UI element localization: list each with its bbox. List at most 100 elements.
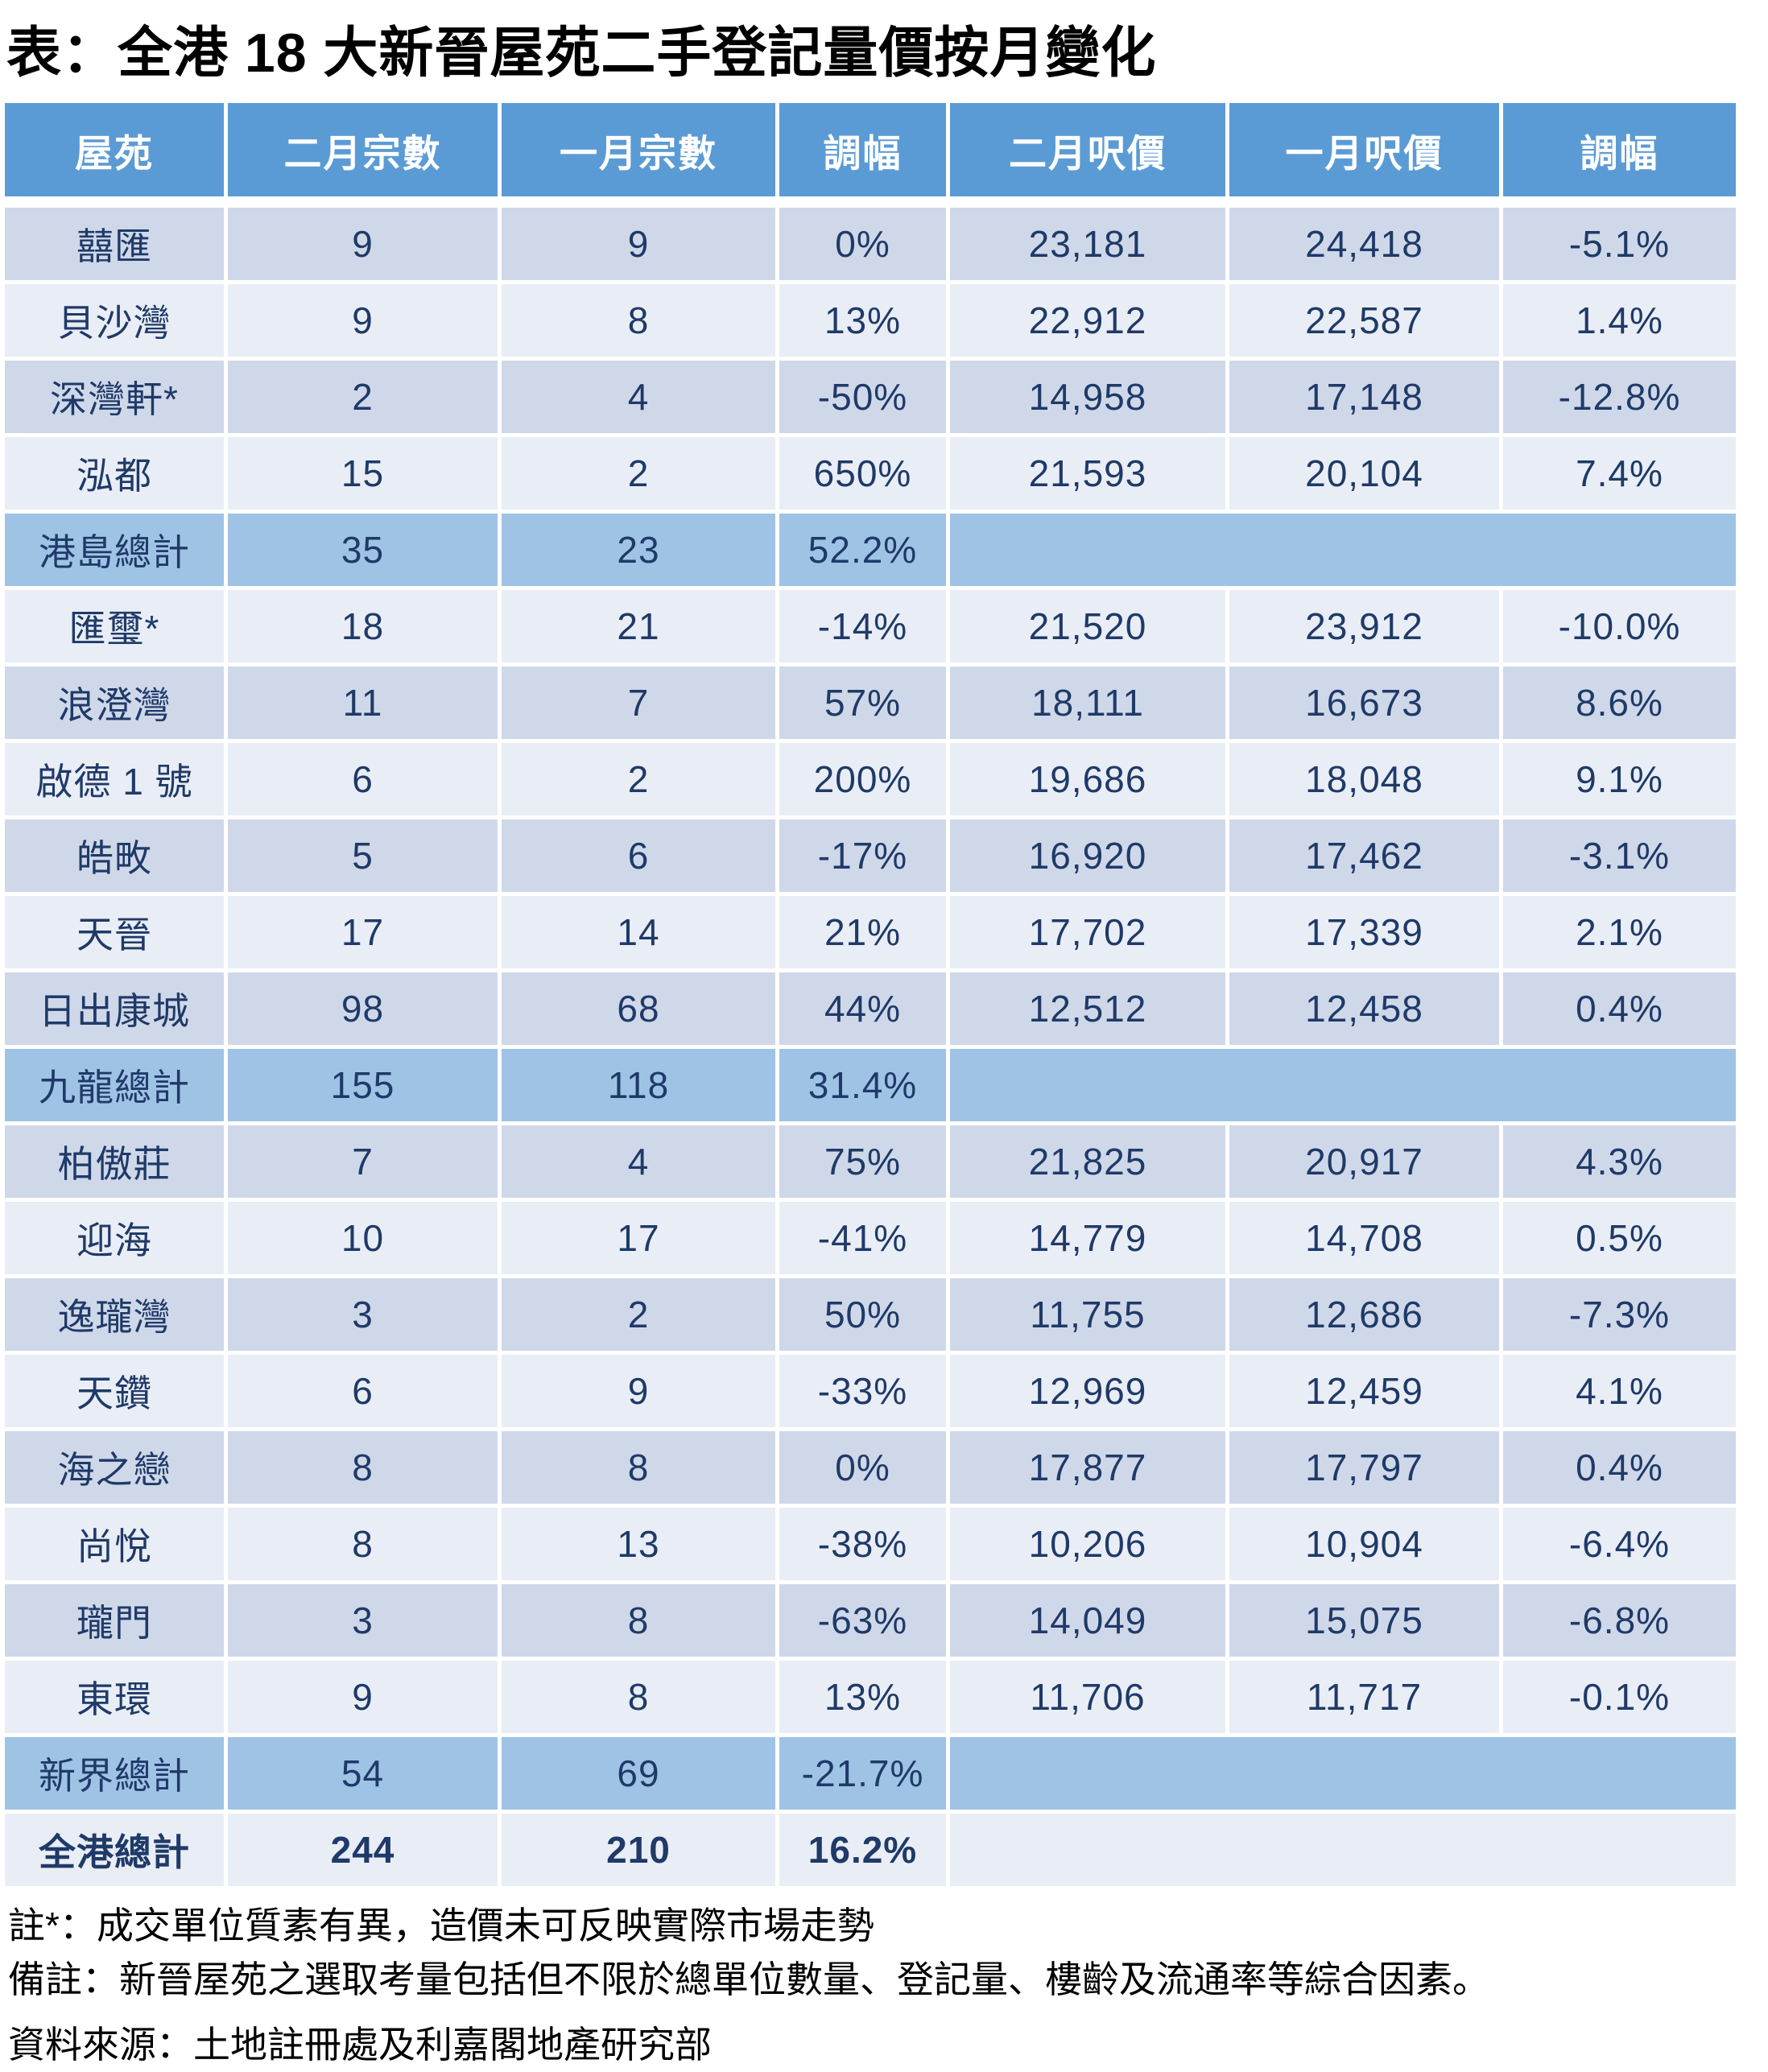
cell-feb-price: 14,049 [950, 1584, 1225, 1657]
cell-feb-price: 11,755 [950, 1278, 1225, 1351]
cell-jan-count: 21 [502, 590, 775, 662]
cell-count-change: -21.7% [779, 1737, 946, 1810]
cell-price-change: 7.4% [1503, 437, 1736, 510]
cell-jan-price: 15,075 [1229, 1584, 1499, 1657]
cell-count-change: 0% [779, 1431, 946, 1504]
cell-feb-count: 6 [228, 1355, 498, 1427]
cell-estate: 囍匯 [5, 208, 224, 280]
cell-jan-count: 17 [502, 1202, 775, 1274]
cell-price-change: -5.1% [1503, 208, 1736, 280]
cell-price-change: 9.1% [1503, 743, 1736, 815]
cell-feb-count: 98 [228, 972, 498, 1045]
cell-estate: 貝沙灣 [5, 284, 224, 357]
cell-estate: 浪澄灣 [5, 667, 224, 739]
cell-estate: 港島總計 [5, 514, 224, 586]
cell-price-change: -6.8% [1503, 1584, 1736, 1657]
cell-jan-price: 14,708 [1229, 1202, 1499, 1274]
cell-count-change: 31.4% [779, 1049, 946, 1121]
cell-jan-count: 118 [502, 1049, 775, 1121]
cell-price-change: 1.4% [1503, 284, 1736, 357]
column-header-count-change: 調幅 [779, 103, 946, 196]
cell-jan-price: 17,148 [1229, 361, 1499, 433]
cell-feb-price: 21,593 [950, 437, 1225, 510]
cell-price-change: -10.0% [1503, 590, 1736, 662]
cell-jan-price: 12,459 [1229, 1355, 1499, 1427]
cell-jan-price: 16,673 [1229, 667, 1499, 739]
cell-jan-count: 23 [502, 514, 775, 586]
cell-price-change: 0.4% [1503, 1431, 1736, 1504]
cell-feb-count: 8 [228, 1508, 498, 1580]
cell-feb-count: 15 [228, 437, 498, 510]
cell-estate: 逸瓏灣 [5, 1278, 224, 1351]
cell-jan-price: 11,717 [1229, 1661, 1499, 1733]
cell-feb-price: 11,706 [950, 1661, 1225, 1733]
cell-jan-count: 6 [502, 819, 775, 892]
footnotes: 註*：成交單位質素有異，造價未可反映實際市場走勢 備註：新晉屋苑之選取考量包括但… [8, 1899, 1768, 2072]
cell-count-change: -17% [779, 819, 946, 892]
cell-feb-price: 16,920 [950, 819, 1225, 892]
cell-jan-count: 8 [502, 284, 775, 357]
cell-price-change: -0.1% [1503, 1661, 1736, 1733]
cell-feb-count: 244 [228, 1814, 498, 1886]
cell-feb-count: 9 [228, 1661, 498, 1733]
cell-estate: 全港總計 [5, 1814, 224, 1886]
merged-empty-cell [950, 1814, 1736, 1886]
cell-price-change: 2.1% [1503, 896, 1736, 968]
cell-count-change: 50% [779, 1278, 946, 1351]
cell-feb-count: 9 [228, 208, 498, 280]
cell-count-change: 75% [779, 1125, 946, 1198]
cell-feb-count: 54 [228, 1737, 498, 1810]
cell-jan-count: 8 [502, 1584, 775, 1657]
cell-jan-count: 14 [502, 896, 775, 968]
cell-jan-price: 12,458 [1229, 972, 1499, 1045]
column-header-feb-price: 二月呎價 [950, 103, 1225, 196]
cell-price-change: 4.1% [1503, 1355, 1736, 1427]
cell-jan-count: 2 [502, 1278, 775, 1351]
table-body: 囍匯 9 9 0% 23,181 24,418 -5.1% 貝沙灣 9 8 13% 22,912 22,… [5, 208, 1736, 1886]
merged-empty-cell [950, 1737, 1736, 1810]
cell-jan-count: 2 [502, 437, 775, 510]
cell-estate: 啟德 1 號 [5, 743, 224, 815]
cell-estate: 瓏門 [5, 1584, 224, 1657]
cell-count-change: -41% [779, 1202, 946, 1274]
cell-jan-price: 20,917 [1229, 1125, 1499, 1198]
column-header-price-change: 調幅 [1503, 103, 1736, 196]
cell-price-change: -3.1% [1503, 819, 1736, 892]
cell-price-change: 8.6% [1503, 667, 1736, 739]
cell-estate: 皓畋 [5, 819, 224, 892]
estates-table: 屋苑 二月宗數 一月宗數 調幅 二月呎價 一月呎價 調幅 囍匯 9 9 0% 23,18… [5, 103, 1736, 1886]
column-header-estate: 屋苑 [5, 103, 224, 196]
cell-jan-count: 8 [502, 1431, 775, 1504]
cell-jan-price: 17,339 [1229, 896, 1499, 968]
cell-jan-price: 10,904 [1229, 1508, 1499, 1580]
cell-estate: 天鑽 [5, 1355, 224, 1427]
cell-estate: 尚悅 [5, 1508, 224, 1580]
cell-jan-price: 17,462 [1229, 819, 1499, 892]
cell-feb-count: 5 [228, 819, 498, 892]
cell-price-change: -6.4% [1503, 1508, 1736, 1580]
cell-price-change: -12.8% [1503, 361, 1736, 433]
cell-estate: 深灣軒* [5, 361, 224, 433]
cell-jan-count: 4 [502, 1125, 775, 1198]
footnote-source: 資料來源：土地註冊處及利嘉閣地產研究部 [8, 2024, 712, 2066]
cell-price-change: 4.3% [1503, 1125, 1736, 1198]
table-header-row: 屋苑 二月宗數 一月宗數 調幅 二月呎價 一月呎價 調幅 [5, 103, 1736, 196]
cell-estate: 匯璽* [5, 590, 224, 662]
cell-jan-price: 18,048 [1229, 743, 1499, 815]
cell-feb-price: 10,206 [950, 1508, 1225, 1580]
cell-estate: 迎海 [5, 1202, 224, 1274]
cell-feb-count: 6 [228, 743, 498, 815]
cell-estate: 海之戀 [5, 1431, 224, 1504]
column-header-feb-count: 二月宗數 [228, 103, 498, 196]
cell-feb-count: 7 [228, 1125, 498, 1198]
cell-count-change: -38% [779, 1508, 946, 1580]
cell-jan-count: 4 [502, 361, 775, 433]
column-header-jan-price: 一月呎價 [1229, 103, 1499, 196]
cell-jan-count: 68 [502, 972, 775, 1045]
cell-jan-count: 210 [502, 1814, 775, 1886]
cell-feb-price: 14,779 [950, 1202, 1225, 1274]
cell-feb-count: 3 [228, 1584, 498, 1657]
cell-count-change: 13% [779, 1661, 946, 1733]
cell-feb-price: 21,825 [950, 1125, 1225, 1198]
cell-feb-price: 14,958 [950, 361, 1225, 433]
